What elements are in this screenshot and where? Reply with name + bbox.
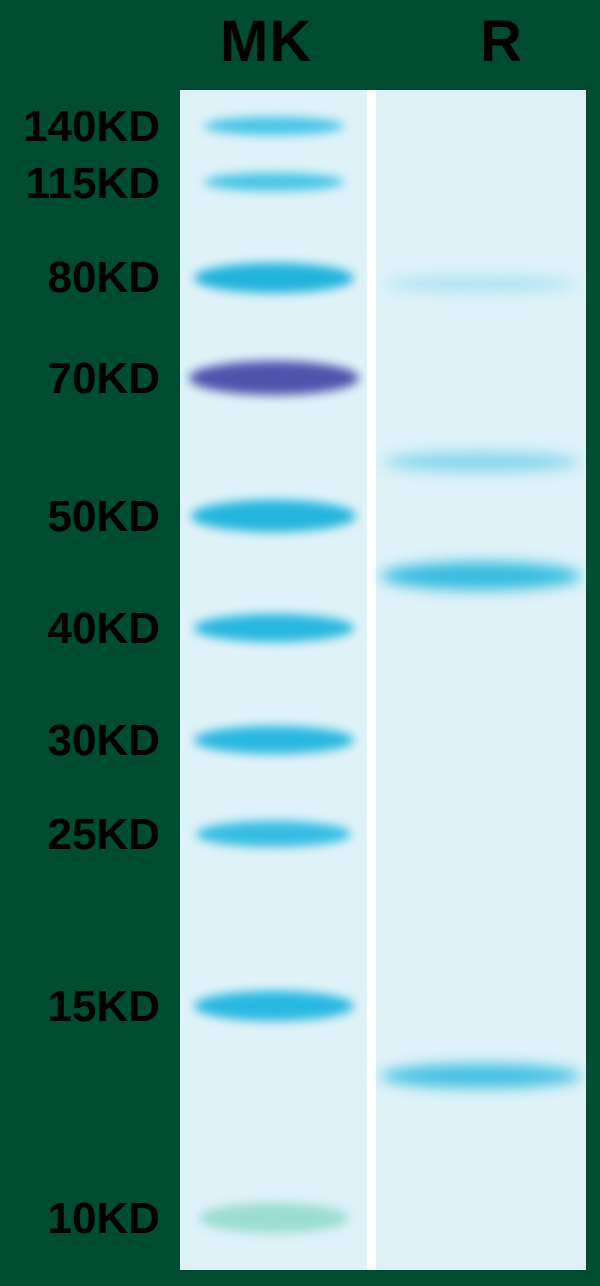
ladder-label: 30KD — [0, 716, 160, 766]
sample-band — [386, 277, 576, 291]
ladder-label: 25KD — [0, 810, 160, 860]
ladder-band — [189, 361, 359, 395]
ladder-label: 140KD — [0, 102, 160, 152]
ladder-band — [204, 173, 344, 191]
ladder-label: 70KD — [0, 354, 160, 404]
sample-lane-bg — [376, 90, 586, 1270]
ladder-label: 15KD — [0, 982, 160, 1032]
ladder-label: 115KD — [0, 159, 160, 209]
ladder-band — [194, 726, 354, 754]
sample-lane-header: R — [480, 8, 523, 75]
sample-band — [384, 452, 579, 472]
ladder-band — [204, 117, 344, 135]
gel-figure: MK R 140KD 115KD 80KD 70KD 50KD 40KD 30KD 25KD 1… — [0, 0, 600, 1286]
ladder-band — [194, 614, 354, 642]
ladder-band — [196, 821, 351, 847]
ladder-band — [194, 263, 354, 293]
ladder-band — [199, 1203, 349, 1233]
ladder-band — [191, 500, 356, 532]
ladder-label: 40KD — [0, 604, 160, 654]
ladder-band — [194, 991, 354, 1021]
marker-lane-header: MK — [220, 8, 312, 75]
ladder-label: 80KD — [0, 253, 160, 303]
sample-band — [381, 1064, 581, 1088]
ladder-label: 50KD — [0, 492, 160, 542]
ladder-label: 10KD — [0, 1194, 160, 1244]
sample-band — [381, 562, 581, 590]
lane-gap — [367, 90, 376, 1270]
